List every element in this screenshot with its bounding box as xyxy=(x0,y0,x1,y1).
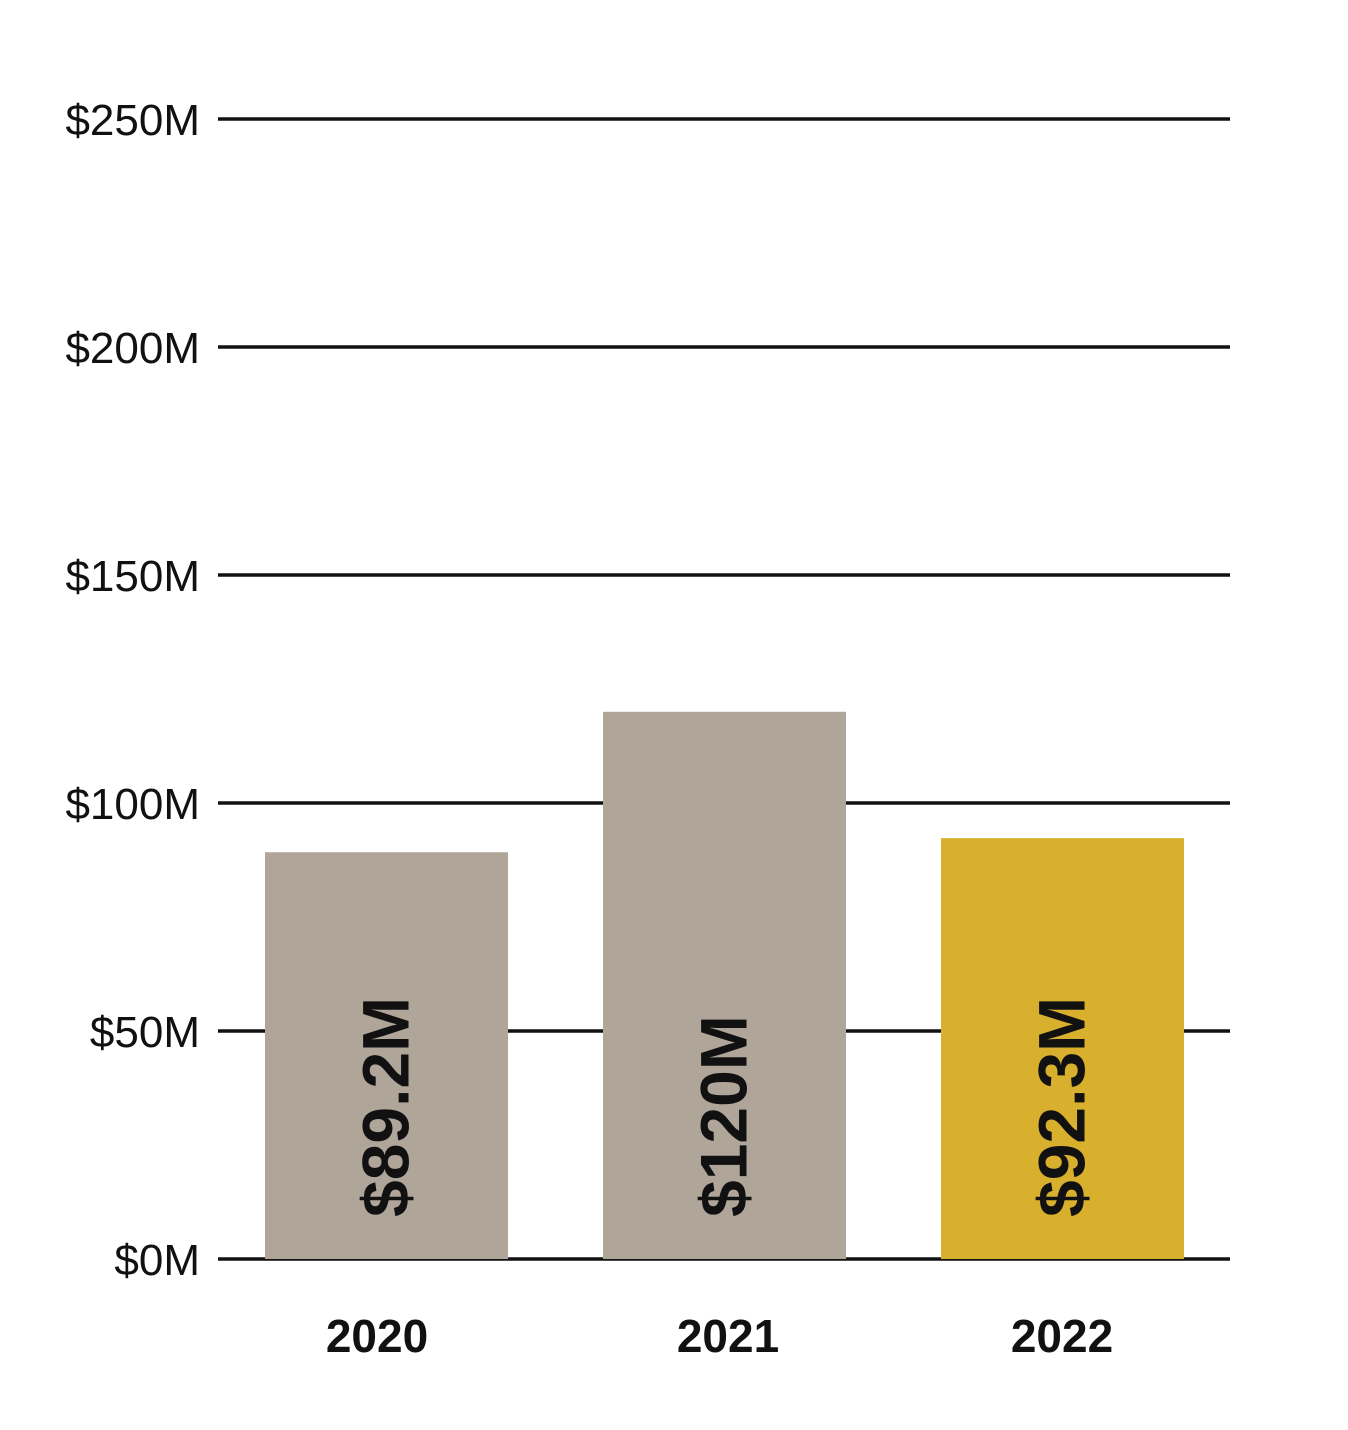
bar-value-label: $120M xyxy=(687,1015,761,1217)
bars xyxy=(265,711,1184,1259)
bar-value-label: $92.3M xyxy=(1025,997,1099,1217)
bar-value-label: $89.2M xyxy=(349,997,423,1217)
bar-value-labels: $89.2M $120M $92.3M xyxy=(349,997,1099,1217)
x-tick-label: 2022 xyxy=(1011,1310,1113,1362)
x-tick-label: 2020 xyxy=(326,1310,428,1362)
y-tick-label: $50M xyxy=(90,1008,200,1057)
bar-2021 xyxy=(603,711,846,1259)
y-axis-tick-labels: $0M $50M $100M $150M $200M $250M xyxy=(65,96,200,1285)
x-axis-tick-labels: 2020 2021 2022 xyxy=(326,1310,1113,1362)
bar-2020 xyxy=(265,852,508,1259)
y-tick-label: $200M xyxy=(65,324,200,373)
y-tick-label: $100M xyxy=(65,780,200,829)
y-tick-label: $250M xyxy=(65,96,200,145)
y-tick-label: $150M xyxy=(65,552,200,601)
x-tick-label: 2021 xyxy=(677,1310,779,1362)
y-tick-label: $0M xyxy=(114,1236,200,1285)
bar-2022 xyxy=(941,838,1184,1259)
